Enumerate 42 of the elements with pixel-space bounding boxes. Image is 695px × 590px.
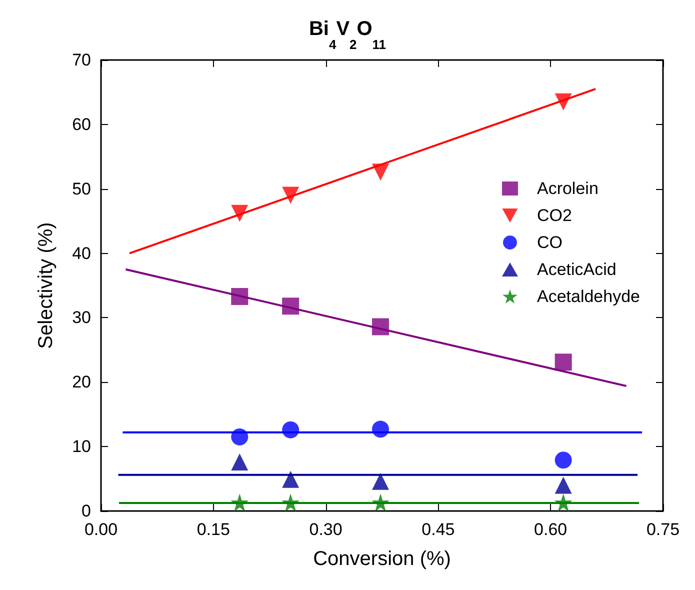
point <box>231 288 248 305</box>
y-tick-label: 30 <box>72 308 91 328</box>
y-axis-title: Selectivity (%) <box>35 222 57 349</box>
y-tick-label: 10 <box>72 437 91 456</box>
point <box>372 472 389 490</box>
x-tick-label: 0.60 <box>534 520 568 539</box>
point <box>231 454 248 471</box>
point <box>554 93 572 110</box>
point <box>372 420 389 438</box>
legend-label: AceticAcid <box>536 260 616 279</box>
x-axis-title: Conversion (%) <box>313 548 451 570</box>
point <box>554 476 572 494</box>
point <box>230 494 249 512</box>
y-tick-label: 50 <box>72 179 91 198</box>
y-tick-label: 0 <box>82 502 91 520</box>
point <box>554 452 572 469</box>
x-tick-label: 0.45 <box>422 520 455 539</box>
point <box>554 494 572 512</box>
legend-label: CO <box>536 233 562 252</box>
point <box>282 421 300 438</box>
point <box>231 428 248 446</box>
point <box>554 354 572 371</box>
x-tick-label: 0.15 <box>196 520 230 539</box>
point <box>231 204 248 222</box>
x-tick-label: 0.00 <box>84 520 118 539</box>
legend-label: CO2 <box>536 206 572 225</box>
y-tick-label: 60 <box>72 114 91 134</box>
chart-title: Bi4V2O11 <box>308 18 386 52</box>
y-tick-label: 70 <box>72 50 91 70</box>
point <box>372 318 389 336</box>
point <box>372 164 389 181</box>
x-tick-label: 0.75 <box>646 520 680 539</box>
point <box>282 298 300 315</box>
legend-label: Acrolein <box>536 179 598 198</box>
point <box>282 470 300 488</box>
point <box>282 494 300 512</box>
point <box>372 494 390 512</box>
legend-label: Acetaldehyde <box>536 287 640 306</box>
x-tick-label: 0.30 <box>309 520 342 539</box>
point <box>282 186 300 204</box>
y-tick-label: 20 <box>72 372 91 392</box>
y-tick-label: 40 <box>72 244 91 263</box>
